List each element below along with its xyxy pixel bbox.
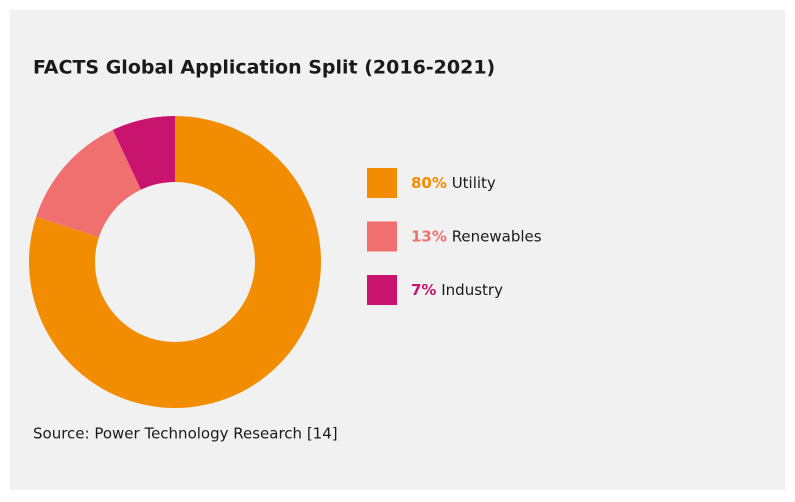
pie-slice [36,129,141,238]
legend-label: Renewables [452,227,542,245]
legend-label: Utility [452,174,496,192]
chart-title: FACTS Global Application Split (2016-202… [33,57,495,79]
legend-value: 7% [411,281,436,299]
pie-slice [28,116,321,408]
legend-swatch [367,275,397,305]
legend-swatch [367,168,397,198]
legend-label: Industry [441,281,503,299]
legend-entry: 7% Industry [411,281,503,299]
legend-entry: 13% Renewables [411,227,542,245]
legend-value: 13% [411,227,447,245]
legend-entry: 80% Utility [411,174,496,192]
source-note: Source: Power Technology Research [14] [33,425,338,443]
panel [10,10,785,490]
pie-slice [112,116,175,190]
legend-swatch [367,221,397,252]
legend-value: 80% [411,174,447,192]
